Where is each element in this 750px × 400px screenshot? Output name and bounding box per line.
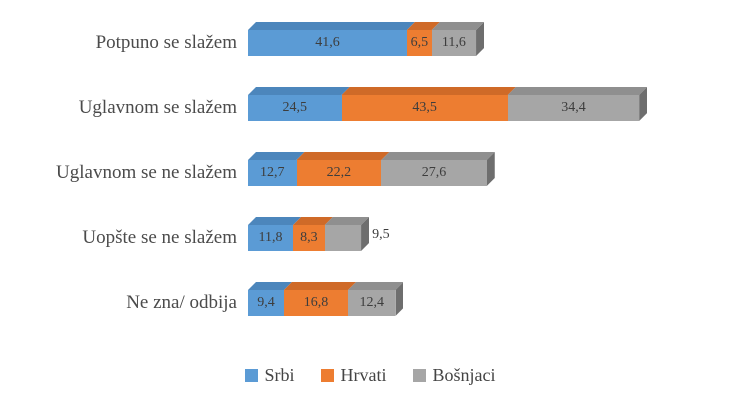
bar-segment-top-face (432, 22, 484, 30)
bar-segment-top-face (325, 217, 369, 225)
value-label: 24,5 (282, 100, 308, 115)
value-label: 16,8 (303, 295, 329, 310)
bar-segment-top-face (508, 87, 647, 95)
category-label: Uglavnom se slažem (78, 97, 237, 118)
bar-segment-top-face (248, 217, 301, 225)
bar-segment (248, 290, 284, 316)
bar-segment-top-face (284, 282, 356, 290)
bar-segment (507, 95, 640, 121)
value-label: 41,6 (315, 35, 340, 50)
category-label: Uglavnom se ne slažem (56, 162, 237, 183)
legend-label-srbi: Srbi (264, 365, 295, 385)
bar-end-cap (361, 217, 370, 251)
bar-segment (406, 30, 432, 56)
value-label: 22,2 (326, 165, 352, 180)
bar-segment-top-face (293, 217, 333, 225)
bar-end-cap (486, 152, 495, 186)
bar-segment (248, 225, 294, 251)
bar-segment-top-face (407, 22, 440, 30)
value-label: 27,6 (421, 165, 447, 180)
bar-segment-top-face (248, 87, 350, 95)
value-label: 9,5 (372, 227, 390, 242)
bar-segment (293, 225, 325, 251)
legend-swatch-hrvati-icon (320, 368, 334, 382)
bar-segment (283, 290, 349, 316)
bar-segment-top-face (248, 152, 305, 160)
category-label: Ne zna/ odbija (126, 292, 237, 313)
legend: Srbi Hrvati Bošnjaci (0, 364, 740, 386)
bar-end-cap (476, 22, 485, 56)
bar-segment (341, 95, 508, 121)
bar-segment (381, 160, 487, 186)
category-label: Potpuno se slažem (95, 32, 237, 53)
bar-segment (248, 95, 342, 121)
bar-segment (348, 290, 396, 316)
bar-segment-top-face (342, 87, 516, 95)
legend-item-srbi: Srbi (244, 364, 295, 386)
legend-label-bosnjaci: Bošnjaci (432, 365, 496, 385)
bar-segment (296, 160, 382, 186)
bar-segment (248, 30, 407, 56)
bar-segment-top-face (248, 282, 292, 290)
legend-item-bosnjaci: Bošnjaci (412, 364, 496, 386)
value-label: 9,4 (257, 295, 275, 310)
value-label: 11,6 (441, 35, 466, 50)
legend-swatch-bosnjaci-icon (412, 368, 426, 382)
bar-segment-top-face (297, 152, 390, 160)
bar-end-cap (639, 87, 648, 121)
value-label: 6,5 (410, 35, 429, 50)
value-label: 11,8 (258, 230, 283, 245)
bar-segment (324, 225, 362, 251)
value-label: 8,3 (300, 230, 318, 245)
legend-label-hrvati: Hrvati (340, 365, 387, 385)
value-label: 12,7 (260, 165, 285, 180)
bar-segment (431, 30, 477, 56)
bar-segment-top-face (348, 282, 403, 290)
legend-swatch-srbi-icon (244, 368, 258, 382)
category-label: Uopšte se ne slažem (82, 227, 237, 248)
bar-segment-top-face (248, 22, 415, 30)
value-label: 34,4 (561, 100, 586, 115)
bar-segment (248, 160, 297, 186)
value-label: 12,4 (359, 295, 385, 310)
value-label: 43,5 (412, 100, 437, 115)
bar-end-cap (395, 282, 404, 316)
legend-item-hrvati: Hrvati (320, 364, 387, 386)
bar-segment-top-face (381, 152, 494, 160)
